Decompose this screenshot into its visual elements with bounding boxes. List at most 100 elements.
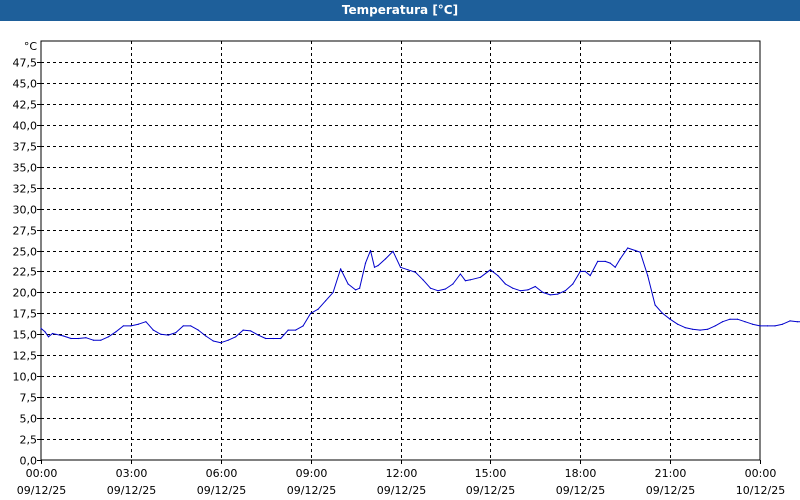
data-point [619, 258, 621, 260]
x-tick-date-label: 09/12/25 [197, 484, 246, 497]
y-tick-label: 17,5 [13, 308, 38, 321]
data-point [40, 327, 42, 329]
data-point [722, 321, 724, 323]
chart-title: Temperatura [°C] [341, 3, 459, 17]
x-tick-time-label: 03:00 [116, 467, 148, 480]
data-point [707, 328, 709, 330]
data-point [469, 279, 471, 281]
data-point [604, 260, 606, 262]
x-tick-date-label: 09/12/25 [17, 484, 66, 497]
data-point [265, 337, 267, 340]
data-point [634, 249, 636, 252]
y-tick-label: 0,0 [20, 455, 38, 468]
x-tick-time-label: 06:00 [206, 467, 238, 480]
data-point [377, 265, 379, 267]
data-point [589, 275, 591, 277]
data-point [167, 334, 169, 336]
data-point [220, 342, 222, 344]
data-point [736, 318, 739, 320]
data-point [302, 325, 304, 327]
data-point [414, 271, 417, 273]
data-point [796, 321, 799, 323]
y-tick-label: 22,5 [13, 266, 38, 279]
data-point [572, 283, 574, 285]
data-point [364, 262, 367, 264]
x-tick-time-label: 18:00 [565, 467, 597, 480]
data-point [272, 337, 274, 340]
data-point [77, 337, 79, 340]
x-tick-time-label: 12:00 [386, 467, 418, 480]
data-point [549, 294, 551, 296]
data-point [519, 290, 521, 292]
data-point [452, 283, 454, 285]
data-point [614, 266, 616, 268]
data-point [310, 312, 312, 314]
data-point [564, 290, 566, 292]
data-point [766, 325, 769, 327]
data-point [584, 270, 586, 272]
x-tick-time-label: 00:00 [26, 467, 58, 480]
data-point [70, 337, 72, 340]
data-point [751, 323, 754, 325]
data-point [609, 262, 611, 264]
data-point [205, 335, 207, 337]
temperature-series-line [40, 247, 800, 344]
data-point [145, 321, 147, 323]
x-tick-date-label: 10/12/25 [736, 484, 785, 497]
y-tick-label: 40,0 [13, 120, 38, 133]
x-tick-date-label: 09/12/25 [377, 484, 426, 497]
data-point [654, 304, 656, 306]
data-point [759, 325, 761, 327]
x-tick-time-label: 00:00 [745, 467, 777, 480]
data-point [160, 333, 162, 335]
data-point [130, 325, 132, 327]
data-point [662, 312, 664, 314]
data-point [699, 329, 701, 331]
data-point [422, 279, 424, 281]
y-tick-label: 25,0 [13, 246, 38, 259]
data-point [677, 323, 679, 325]
y-tick-label: 10,0 [13, 371, 38, 384]
data-point [107, 336, 109, 338]
data-point [373, 266, 376, 268]
data-point [729, 318, 731, 320]
data-point [175, 332, 177, 334]
data-point [392, 250, 394, 252]
data-point [242, 329, 244, 331]
data-point [332, 291, 334, 293]
data-point [527, 289, 529, 291]
plot-area [40, 40, 761, 461]
y-axis-ticks: 0,0 2,5 5,0 7,5 10,0 12,5 15,0 17,5 20,0 22,5 25,0… [13, 57, 41, 468]
data-point [444, 288, 446, 290]
data-point [235, 336, 237, 338]
data-point [92, 339, 94, 341]
x-tick-date-label: 09/12/25 [646, 484, 695, 497]
data-point [100, 339, 102, 341]
y-tick-label: 12,5 [13, 350, 38, 363]
y-tick-label: 5,0 [20, 413, 38, 426]
data-point [369, 249, 372, 252]
data-point [190, 325, 192, 327]
data-point [212, 340, 214, 342]
data-point [744, 321, 746, 323]
y-tick-label: 27,5 [13, 225, 38, 238]
y-tick-label: 35,0 [13, 162, 38, 175]
data-point [227, 339, 229, 341]
x-tick-time-label: 21:00 [655, 467, 687, 480]
data-point [639, 251, 641, 253]
data-point [459, 273, 461, 275]
data-point [384, 258, 387, 260]
data-point [257, 334, 259, 336]
y-tick-label: 2,5 [20, 434, 38, 447]
y-tick-label: 7,5 [20, 392, 38, 405]
x-tick-time-label: 15:00 [475, 467, 507, 480]
data-point [115, 331, 117, 333]
y-tick-label: 47,5 [13, 57, 38, 70]
data-point [280, 337, 282, 340]
y-axis-unit-label: °C [24, 40, 38, 53]
data-point [317, 308, 319, 310]
data-point [55, 333, 57, 335]
data-point [407, 269, 409, 271]
x-tick-date-label: 09/12/25 [556, 484, 605, 497]
data-point [497, 275, 499, 277]
